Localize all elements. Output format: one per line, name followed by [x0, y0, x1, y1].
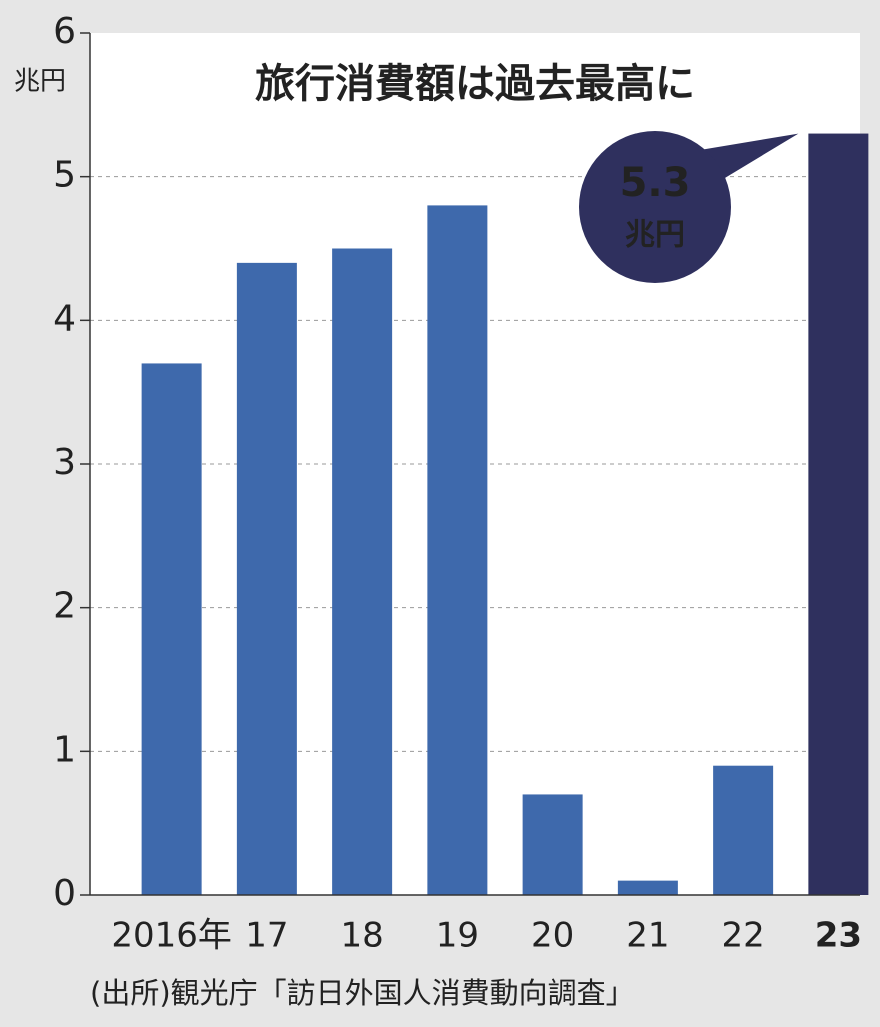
bar — [808, 133, 869, 896]
data-label-unit: 兆円 — [625, 218, 685, 253]
bar — [141, 363, 202, 895]
x-tick-label: 18 — [340, 916, 383, 956]
callout-bubble — [579, 131, 731, 283]
y-tick-label: 1 — [53, 729, 76, 770]
chart-title: 旅行消費額は過去最高に — [255, 61, 695, 107]
y-tick-label: 2 — [53, 586, 76, 627]
y-tick-label: 3 — [53, 442, 76, 483]
y-tick-label: 6 — [53, 11, 76, 52]
x-tick-label: 23 — [815, 916, 862, 956]
x-tick-label: 17 — [245, 916, 288, 956]
bar — [713, 765, 774, 895]
x-tick-label: 21 — [626, 916, 669, 956]
source: (出所)観光庁「訪日外国人消費動向調査」 — [90, 976, 635, 1010]
y-unit: 兆円 — [14, 67, 66, 97]
x-tick-label: 19 — [436, 916, 479, 956]
y-tick-label: 0 — [53, 873, 76, 914]
bar — [617, 880, 678, 895]
bar — [522, 794, 583, 895]
callout-bubble — [700, 133, 799, 190]
bar — [427, 205, 488, 895]
x-tick-label: 22 — [721, 916, 764, 956]
y-tick-label: 4 — [53, 298, 76, 339]
y-tick-label: 5 — [53, 155, 76, 196]
bar — [332, 248, 393, 895]
bar — [236, 262, 297, 895]
x-tick-label: 2016年 — [111, 916, 232, 956]
data-label: 5.3 — [620, 160, 691, 206]
x-tick-label: 20 — [531, 916, 574, 956]
